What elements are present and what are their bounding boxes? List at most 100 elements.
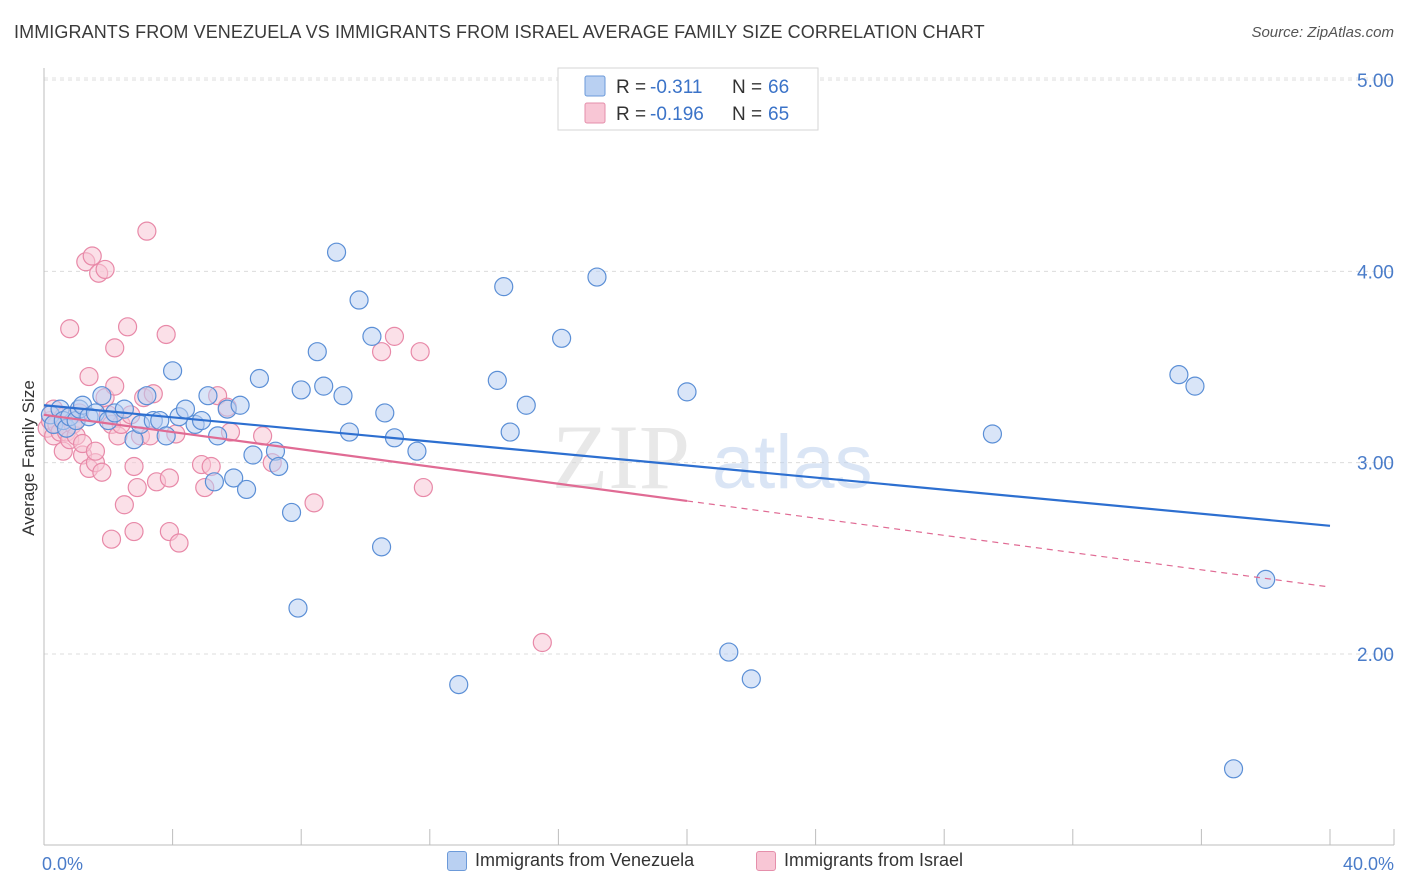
venezuela-trendline [43, 404, 1331, 527]
venezuela-point-33 [243, 445, 263, 465]
legend-n-label-1: N = [732, 77, 762, 98]
israel-trendline-solid [43, 413, 688, 503]
y-tick-label-2: 4.00 [1357, 262, 1394, 283]
venezuela-point-55 [516, 395, 536, 415]
venezuela-point-46 [362, 326, 382, 346]
venezuela-point-54 [500, 422, 520, 442]
venezuela-point-50 [407, 441, 427, 461]
venezuela-point-56 [552, 328, 572, 348]
venezuela-point-44 [339, 422, 360, 442]
israel-point-33 [114, 495, 134, 515]
israel-point-41 [137, 221, 157, 241]
venezuela-point-51 [449, 675, 469, 695]
venezuela-point-28 [208, 426, 228, 446]
israel-point-38 [127, 477, 147, 498]
venezuela-point-63 [1185, 376, 1205, 396]
legend-swatch-venezuela [584, 75, 606, 97]
israel-point-59 [371, 342, 392, 362]
israel-point-63 [532, 632, 552, 653]
y-axis-label: Average Family Size [19, 380, 38, 536]
venezuela-point-21 [163, 361, 183, 381]
venezuela-point-58 [677, 382, 697, 402]
israel-point-49 [169, 533, 189, 553]
legend-swatch-venezuela-bottom [447, 850, 467, 871]
venezuela-point-17 [137, 386, 157, 406]
venezuela-point-11 [92, 386, 112, 406]
venezuela-points [40, 242, 1276, 779]
israel-point-34 [117, 317, 138, 337]
legend-r-value-2: -0.196 [650, 104, 704, 125]
legend-n-value-2: 65 [768, 104, 789, 125]
venezuela-point-34 [249, 368, 270, 389]
legend-n-label-2: N = [732, 104, 762, 125]
venezuela-point-64 [1223, 759, 1244, 779]
venezuela-point-62 [1169, 365, 1189, 385]
venezuela-point-42 [326, 242, 347, 262]
venezuela-point-65 [1256, 569, 1276, 589]
trendlines [43, 404, 1331, 588]
venezuela-point-41 [314, 376, 334, 396]
israel-point-61 [410, 342, 430, 362]
venezuela-point-27 [204, 472, 224, 492]
series-legend-israel: Immigrants from Israel [756, 850, 963, 871]
legend-r-label-1: R = [616, 77, 646, 98]
israel-point-60 [384, 326, 405, 346]
venezuela-point-61 [982, 424, 1003, 444]
israel-trendline-dashed [686, 500, 1331, 588]
venezuela-point-14 [114, 399, 134, 419]
series-legend-label-israel: Immigrants from Israel [784, 850, 964, 870]
x-tick-label-max: 40.0% [1343, 854, 1394, 874]
y-tick-label-0: 2.00 [1357, 645, 1394, 666]
israel-point-29 [105, 376, 125, 396]
chart-title: IMMIGRANTS FROM VENEZUELA VS IMMIGRANTS … [14, 22, 985, 42]
israel-point-10 [60, 319, 80, 339]
series-legend-label-venezuela: Immigrants from Venezuela [475, 850, 695, 870]
israel-point-17 [79, 366, 99, 387]
watermark-atlas: atlas [712, 420, 873, 505]
x-tick-label-min: 0.0% [42, 854, 83, 874]
venezuela-point-60 [741, 669, 761, 689]
israel-point-19 [82, 246, 102, 266]
chart-source: Source: ZipAtlas.com [1251, 24, 1394, 41]
venezuela-point-47 [371, 537, 392, 557]
venezuela-point-30 [224, 468, 244, 488]
venezuela-point-39 [291, 380, 311, 400]
legend-r-label-2: R = [616, 104, 646, 125]
venezuela-point-43 [333, 386, 353, 406]
israel-point-30 [105, 338, 125, 358]
israel-point-28 [101, 529, 122, 549]
venezuela-point-40 [307, 342, 327, 362]
israel-point-37 [124, 521, 144, 542]
venezuela-point-32 [236, 479, 257, 500]
israel-point-58 [304, 493, 324, 513]
venezuela-point-48 [375, 403, 395, 423]
israel-points [37, 221, 552, 653]
israel-point-47 [159, 468, 179, 488]
venezuela-point-26 [198, 386, 218, 406]
y-tick-label-1: 3.00 [1357, 454, 1394, 475]
legend-swatch-israel [584, 102, 606, 124]
israel-point-36 [124, 456, 144, 477]
gridlines [44, 77, 1394, 655]
venezuela-point-52 [487, 370, 507, 390]
israel-point-45 [156, 324, 176, 345]
venezuela-point-23 [175, 399, 196, 419]
venezuela-point-45 [349, 290, 369, 310]
venezuela-point-37 [281, 502, 302, 523]
series-legend: Immigrants from Venezuela Immigrants fro… [0, 850, 1406, 880]
tick-labels: 2.00 3.00 4.00 5.00 0.0% 40.0% [42, 71, 1394, 874]
series-legend-venezuela: Immigrants from Venezuela [447, 850, 694, 871]
israel-point-21 [85, 441, 106, 461]
legend-n-value-1: 66 [768, 77, 789, 98]
venezuela-point-57 [587, 267, 607, 287]
venezuela-point-38 [288, 598, 308, 618]
venezuela-point-53 [494, 277, 514, 297]
israel-point-25 [95, 259, 115, 280]
legend-r-value-1: -0.311 [650, 77, 702, 98]
y-tick-label-3: 5.00 [1357, 71, 1394, 92]
venezuela-point-36 [269, 456, 289, 477]
venezuela-point-31 [230, 395, 250, 415]
legend-swatch-israel-bottom [756, 850, 776, 871]
stats-legend: R = -0.311 N = 66 R = -0.196 N = 65 [557, 67, 819, 131]
